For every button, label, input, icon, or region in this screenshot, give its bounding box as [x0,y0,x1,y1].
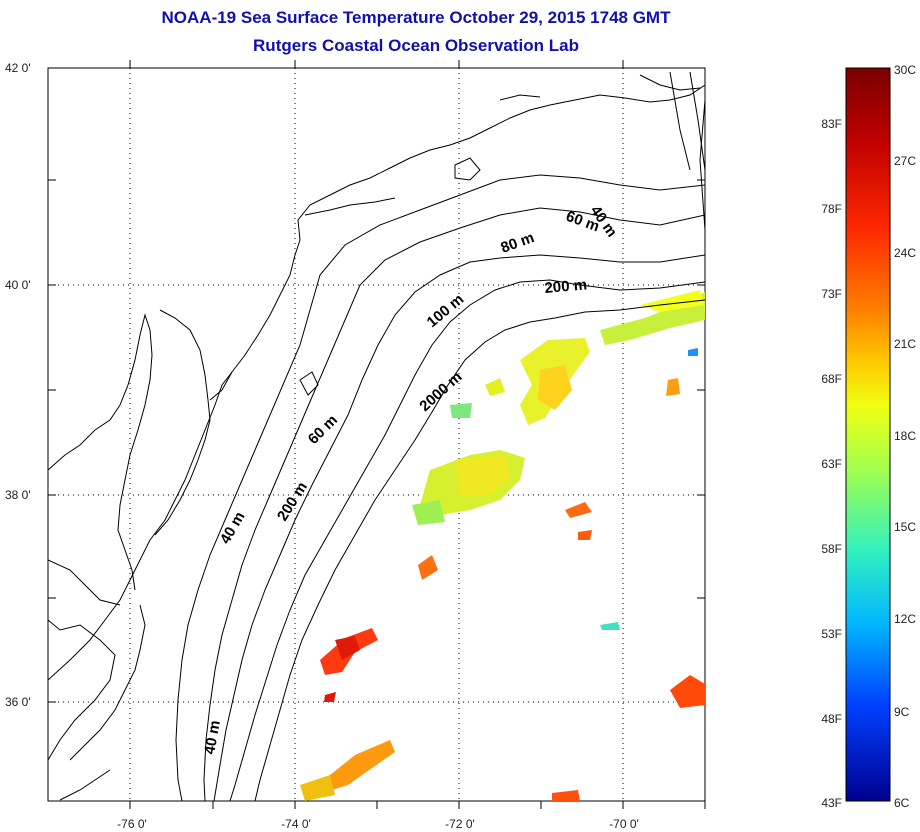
y-tick-label: 42 0' [5,61,31,75]
x-tick-label: -72 0' [445,817,475,831]
colorbar [845,67,891,802]
cb-c-label: 21C [894,337,916,351]
cb-f-label: 43F [821,796,842,810]
cb-f-label: 73F [821,287,842,301]
map-subtitle: Rutgers Coastal Ocean Observation Lab [253,36,579,55]
cb-f-label: 48F [821,712,842,726]
cb-c-label: 18C [894,429,916,443]
colorbar-celsius-labels: 30C 27C 24C 21C 18C 15C 12C 9C 6C [894,63,916,810]
map-title: NOAA-19 Sea Surface Temperature October … [161,8,671,27]
y-tick-label: 38 0' [5,488,31,502]
y-tick-label: 40 0' [5,278,31,292]
grid [48,68,705,801]
cb-f-label: 68F [821,372,842,386]
cb-c-label: 27C [894,154,916,168]
isobaths [175,71,705,801]
cb-c-label: 30C [894,63,916,77]
cb-f-label: 83F [821,117,842,131]
cb-c-label: 12C [894,612,916,626]
y-axis-labels: 42 0' 40 0' 38 0' 36 0' [5,61,31,709]
x-axis-labels: -76 0' -74 0' -72 0' -70 0' [117,817,639,831]
coastline [48,74,705,801]
cb-f-label: 63F [821,457,842,471]
colorbar-fahrenheit-labels: 83F 78F 73F 68F 63F 58F 53F 48F 43F [821,117,842,810]
sst-patches [300,290,705,801]
cb-c-label: 24C [894,246,916,260]
x-tick-label: -70 0' [609,817,639,831]
y-tick-label: 36 0' [5,695,31,709]
cb-c-label: 15C [894,520,916,534]
x-tick-label: -76 0' [117,817,147,831]
isobath-label: 200 m [544,276,588,297]
map-frame [47,67,706,802]
x-tick-label: -74 0' [281,817,311,831]
cb-c-label: 9C [894,705,910,719]
cb-c-label: 6C [894,796,910,810]
cb-f-label: 53F [821,627,842,641]
cb-f-label: 58F [821,542,842,556]
isobath-label: 40 m [201,719,224,756]
cb-f-label: 78F [821,202,842,216]
